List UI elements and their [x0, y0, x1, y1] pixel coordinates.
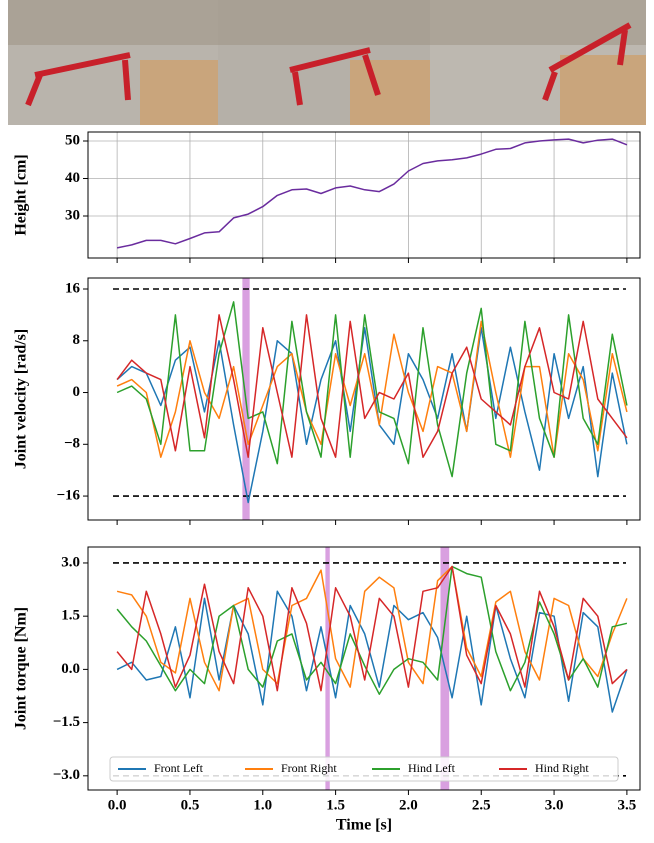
x-tick-label: 3.5 — [618, 797, 637, 813]
legend-label: Hind Left — [408, 761, 456, 775]
y-axis-label: Height [cm] — [13, 154, 30, 235]
photo-strip — [8, 0, 646, 125]
x-axis-label: Time [s] — [336, 817, 392, 834]
y-tick-label: 3.0 — [61, 554, 80, 570]
legend-label: Hind Right — [535, 761, 589, 775]
x-tick-label: 2.5 — [472, 797, 491, 813]
series-line — [116, 320, 628, 458]
x-tick-label: 1.0 — [253, 797, 272, 813]
y-tick-label: −8 — [64, 436, 80, 452]
y-axis-label: Joint torque [Nm] — [13, 607, 30, 730]
y-tick-label: −16 — [56, 487, 80, 503]
y-tick-label: −3.0 — [53, 767, 80, 783]
series-line — [116, 327, 628, 504]
y-tick-label: 30 — [65, 207, 80, 223]
y-tick-label: 0 — [73, 384, 81, 400]
robot — [25, 22, 632, 107]
y-tick-label: 50 — [65, 132, 80, 148]
axes-frame — [87, 546, 641, 791]
series-line — [116, 301, 628, 478]
series-line — [116, 565, 628, 692]
axes-frame — [87, 131, 641, 259]
legend-label: Front Right — [281, 761, 337, 775]
y-tick-label: 0.0 — [61, 661, 80, 677]
box — [560, 55, 646, 125]
y-tick-label: 40 — [65, 170, 80, 186]
series-line — [116, 138, 628, 249]
highlight-span — [325, 547, 330, 790]
box — [140, 60, 218, 125]
y-tick-label: 1.5 — [61, 608, 80, 624]
series-line — [116, 590, 628, 713]
series-line — [116, 565, 628, 695]
x-tick-label: 0.0 — [108, 797, 127, 813]
y-axis-label: Joint velocity [rad/s] — [13, 329, 30, 469]
x-tick-label: 0.5 — [181, 797, 200, 813]
box — [350, 60, 430, 125]
y-tick-label: −1.5 — [53, 714, 80, 730]
legend-box — [109, 756, 619, 782]
series-line — [116, 314, 628, 458]
y-tick-label: 8 — [73, 332, 81, 348]
x-tick-label: 1.5 — [326, 797, 345, 813]
axes-frame — [87, 277, 641, 521]
x-tick-label: 2.0 — [399, 797, 418, 813]
legend-label: Front Left — [154, 761, 204, 775]
y-tick-label: 16 — [65, 280, 81, 296]
series-line — [116, 565, 628, 692]
photo-wall — [8, 0, 646, 45]
x-tick-label: 3.0 — [545, 797, 564, 813]
